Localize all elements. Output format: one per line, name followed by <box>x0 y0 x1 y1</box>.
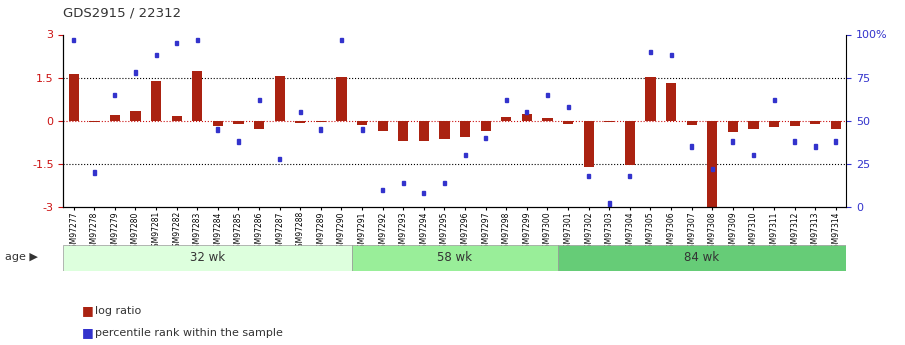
Bar <box>274 76 285 121</box>
Bar <box>69 74 79 121</box>
Bar <box>319 127 322 131</box>
Bar <box>810 121 821 124</box>
Bar <box>423 191 425 195</box>
Bar <box>398 121 408 141</box>
Bar <box>649 50 652 54</box>
Text: percentile rank within the sample: percentile rank within the sample <box>95 328 283 338</box>
FancyBboxPatch shape <box>352 245 557 271</box>
Bar <box>831 121 841 129</box>
Text: 32 wk: 32 wk <box>190 252 225 264</box>
Bar <box>233 121 243 124</box>
Bar <box>113 93 117 97</box>
Bar <box>151 80 161 121</box>
Bar <box>237 139 240 144</box>
Bar <box>172 116 182 121</box>
Bar <box>130 111 140 121</box>
Text: ■: ■ <box>81 304 93 317</box>
Bar <box>505 98 508 102</box>
Text: 84 wk: 84 wk <box>684 252 719 264</box>
Bar <box>605 121 614 122</box>
Bar <box>748 121 758 129</box>
Bar <box>773 98 776 102</box>
Bar <box>134 70 137 75</box>
Bar <box>419 121 429 141</box>
Bar <box>814 145 817 149</box>
Bar <box>521 115 532 121</box>
Bar <box>360 127 364 131</box>
Bar <box>484 136 487 140</box>
Bar <box>357 121 367 125</box>
Bar <box>195 38 199 42</box>
Bar <box>546 93 549 97</box>
Bar <box>628 174 632 178</box>
Bar <box>707 121 718 208</box>
Bar <box>670 53 672 57</box>
Bar <box>439 121 450 139</box>
Bar <box>216 127 219 131</box>
Bar <box>691 145 693 149</box>
Bar <box>110 115 120 121</box>
Bar <box>463 153 467 157</box>
Bar <box>542 118 553 121</box>
Bar <box>710 167 714 171</box>
FancyBboxPatch shape <box>557 245 846 271</box>
Bar <box>316 121 326 122</box>
Bar <box>175 41 178 45</box>
Bar <box>213 121 223 126</box>
Bar <box>567 105 569 109</box>
Bar <box>728 121 738 132</box>
Bar <box>402 181 405 185</box>
Text: log ratio: log ratio <box>95 306 141 315</box>
Bar <box>481 121 491 131</box>
Text: 58 wk: 58 wk <box>437 252 472 264</box>
Bar <box>687 121 697 125</box>
Bar <box>254 121 264 129</box>
Bar <box>299 110 301 114</box>
Bar <box>337 77 347 121</box>
Bar <box>769 121 779 127</box>
Text: GDS2915 / 22312: GDS2915 / 22312 <box>63 7 182 20</box>
Bar <box>155 53 157 57</box>
Bar <box>501 117 511 121</box>
Bar <box>834 139 837 144</box>
Bar <box>525 110 529 114</box>
Bar <box>587 174 590 178</box>
Text: age ▶: age ▶ <box>5 252 37 262</box>
Bar <box>731 139 735 144</box>
Bar <box>608 201 611 206</box>
Bar <box>192 71 203 121</box>
Bar <box>340 38 343 42</box>
Bar <box>624 121 635 165</box>
Bar <box>89 121 100 122</box>
Bar <box>443 181 446 185</box>
Bar <box>666 83 676 121</box>
Bar <box>92 170 96 175</box>
Bar <box>752 153 755 157</box>
Bar <box>278 157 281 161</box>
Bar <box>460 121 471 137</box>
Bar <box>377 121 388 131</box>
Bar <box>789 121 800 126</box>
Bar <box>72 38 75 42</box>
Bar <box>584 121 594 167</box>
FancyBboxPatch shape <box>63 245 352 271</box>
Bar <box>295 121 305 123</box>
Bar <box>645 77 655 121</box>
Bar <box>563 121 573 124</box>
Bar <box>381 188 385 192</box>
Bar <box>258 98 261 102</box>
Text: ■: ■ <box>81 326 93 339</box>
Bar <box>793 139 796 144</box>
